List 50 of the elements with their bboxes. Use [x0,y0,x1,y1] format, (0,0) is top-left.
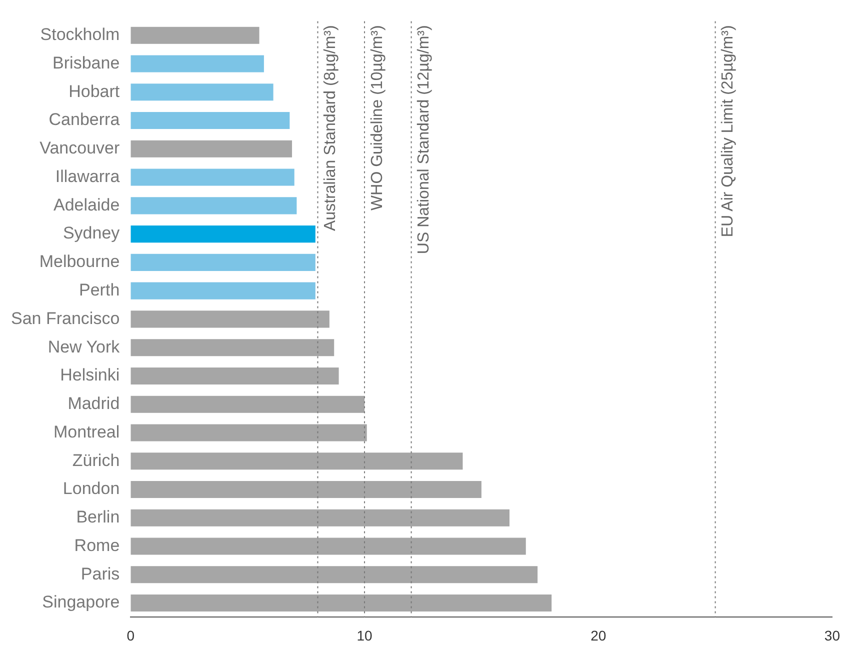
ref-line-label: EU Air Quality Limit (25µg/m³) [720,25,737,238]
bar [130,226,316,243]
x-tick-label: 0 [126,627,135,644]
y-tick-label: Berlin [76,508,120,527]
y-tick-label: Brisbane [52,53,120,72]
x-tick-label: 10 [356,627,373,644]
y-tick-label: Sydney [62,224,120,243]
bar [130,538,526,555]
y-tick-label: Montreal [54,422,120,442]
y-tick-label: Helsinki [60,366,120,385]
bar [130,254,316,271]
y-tick-label: Vancouver [40,138,120,158]
bar [130,26,260,44]
y-tick-label: Perth [79,280,120,300]
y-tick-label: London [62,479,120,498]
bar [130,282,316,300]
bar [130,55,264,72]
y-tick-label: Hobart [68,82,120,101]
y-tick-label: Adelaide [53,195,120,214]
bar [130,480,482,498]
bar [130,168,294,186]
y-tick-label: San Francisco [10,308,120,328]
bar [130,140,292,158]
bar [130,197,297,214]
y-tick-label: New York [48,337,120,356]
bar [130,84,274,101]
y-tick-label: Illawarra [55,166,120,186]
y-tick-label: Melbourne [39,252,120,272]
bar [130,594,552,612]
ref-line-label: WHO Guideline (10µg/m³) [368,25,386,210]
y-tick-label: Singapore [42,592,120,612]
x-tick-label: 20 [590,627,606,644]
y-tick-label: Zürich [72,450,120,470]
y-tick-label: Stockholm [40,25,120,44]
y-tick-label: Paris [80,564,120,584]
bar [130,339,334,356]
ref-line-label: US National Standard (12µg/m³) [416,25,433,254]
x-tick-label: 30 [824,627,840,644]
ref-line-label: Australian Standard (8µg/m³) [322,25,340,231]
bar [130,112,290,130]
y-tick-label: Canberra [48,110,120,130]
bar [130,566,538,584]
bar [130,424,367,442]
bar [130,310,330,328]
bar [130,509,510,526]
y-tick-label: Madrid [68,394,120,414]
bar [130,452,463,470]
bar [130,367,339,384]
bar [130,396,365,413]
y-tick-label: Rome [74,536,120,555]
